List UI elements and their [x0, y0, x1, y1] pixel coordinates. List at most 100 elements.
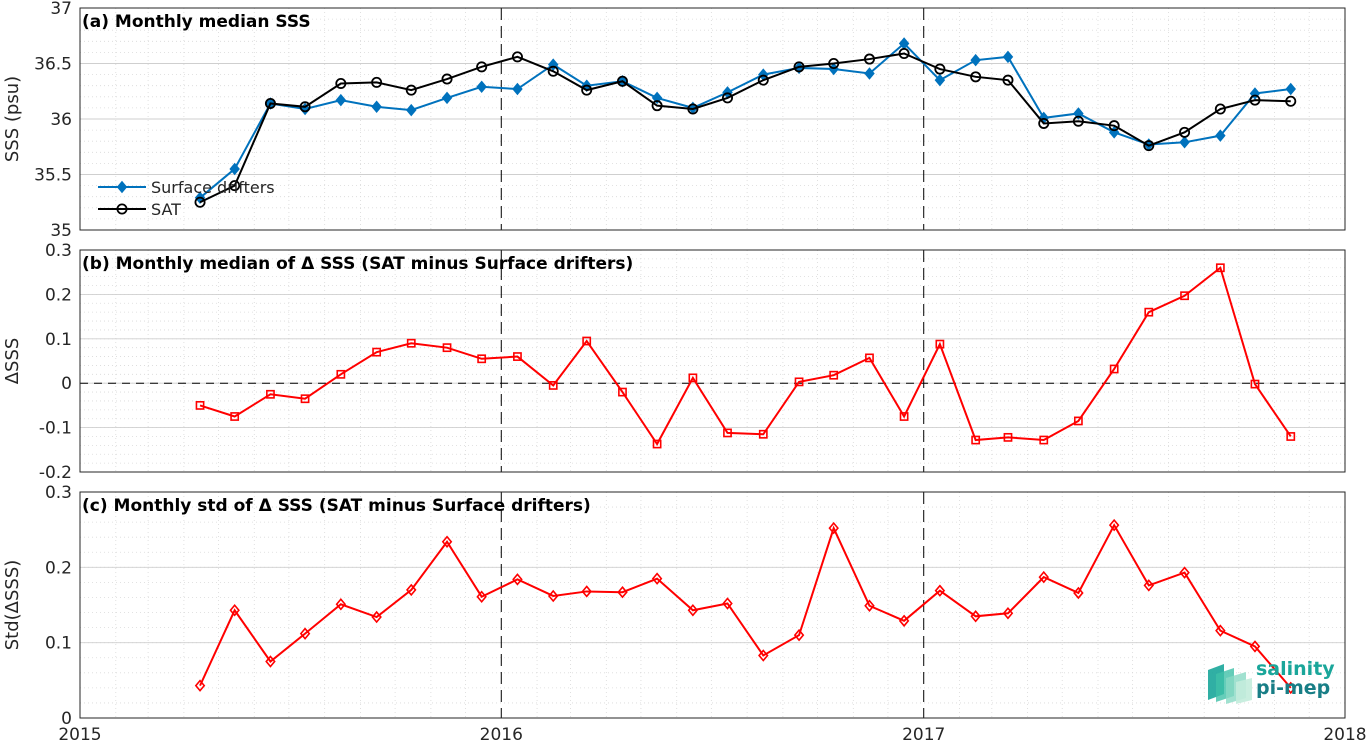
data-point: [1215, 263, 1225, 273]
x-tick-label: 2016: [480, 725, 523, 745]
panel-c: 0 0.1 0.2 0.3 2015 2016 2017 2018 Std(ΔSSS) (c) M…: [2, 483, 1367, 745]
data-point: [266, 389, 275, 399]
data-point: [1002, 50, 1014, 64]
data-point: [722, 92, 734, 104]
series-delta-sss: [194, 518, 1296, 695]
data-point: [1002, 607, 1014, 620]
data-point: [406, 103, 417, 117]
series-sat: [194, 48, 1297, 208]
series-line: [199, 266, 1292, 446]
data-point: [511, 51, 523, 63]
data-point: [722, 597, 733, 610]
data-point: [476, 61, 488, 73]
y-axis-label: Std(ΔSSS): [2, 560, 23, 651]
y-tick-label: 37: [50, 0, 72, 19]
data-point: [687, 103, 699, 115]
data-point: [898, 614, 910, 628]
panel-b: -0.2 -0.1 0 0.1 0.2 0.3 ΔSSS (b) Monthly median…: [2, 241, 1346, 483]
data-point: [1143, 579, 1155, 592]
series-delta-sss: [195, 263, 1296, 449]
data-point: [970, 71, 982, 83]
panel-title: (b) Monthly median of Δ SSS (SAT minus S…: [82, 254, 633, 274]
data-point: [616, 75, 628, 87]
data-point: [971, 435, 981, 445]
y-tick-label: 0: [61, 709, 72, 729]
y-axis-label: ΔSSS: [2, 338, 23, 385]
data-point: [1073, 107, 1084, 120]
data-point: [793, 628, 805, 642]
data-point: [1286, 432, 1296, 441]
data-point: [581, 84, 593, 96]
data-point: [1002, 74, 1014, 86]
data-point: [194, 196, 206, 208]
y-tick-label: 36: [50, 110, 72, 130]
data-point: [582, 336, 592, 346]
data-point: [547, 65, 559, 77]
data-point: [1039, 435, 1049, 445]
panel-title: (c) Monthly std of Δ SSS (SAT minus Surf…: [82, 496, 591, 516]
data-point: [442, 343, 452, 353]
data-point: [934, 73, 946, 87]
data-point: [1215, 624, 1226, 637]
data-point: [335, 77, 347, 89]
data-point: [688, 373, 698, 383]
data-point: [264, 97, 276, 109]
data-point: [512, 573, 523, 586]
data-point: [194, 679, 206, 692]
data-point: [229, 162, 240, 176]
y-tick-label: 0.2: [45, 558, 72, 578]
data-point: [934, 584, 946, 597]
data-point: [935, 339, 945, 349]
data-point: [865, 353, 874, 363]
data-point: [1285, 681, 1296, 695]
waves-logo-icon: [1208, 664, 1252, 704]
data-point: [1215, 129, 1226, 142]
data-point: [441, 535, 453, 548]
data-point: [1108, 120, 1120, 132]
data-point: [512, 82, 523, 96]
y-tick-label: 0.3: [45, 241, 72, 261]
data-point: [335, 598, 347, 611]
data-point: [265, 655, 276, 668]
panel-title: (a) Monthly median SSS: [82, 12, 311, 32]
data-point: [934, 63, 946, 75]
data-point: [299, 627, 311, 640]
y-tick-label: 0.1: [45, 634, 72, 654]
data-point: [299, 101, 311, 113]
data-point: [1038, 570, 1049, 584]
data-point: [229, 180, 241, 192]
data-point: [229, 604, 240, 617]
y-axis-label: SSS (psu): [2, 76, 23, 162]
y-tick-label: 0: [61, 374, 72, 394]
series-line: [199, 523, 1292, 689]
data-point: [441, 91, 453, 105]
data-point: [371, 610, 382, 624]
y-tick-label: -0.1: [39, 419, 72, 439]
data-point: [1285, 82, 1296, 96]
salinity-pimep-logo: salinity pi-mep: [1206, 656, 1336, 706]
data-point: [405, 84, 417, 96]
series-line: [199, 42, 1291, 199]
data-point: [1249, 94, 1261, 106]
data-point: [651, 100, 663, 112]
data-point: [548, 381, 558, 390]
data-point: [441, 73, 453, 85]
data-point: [1179, 566, 1190, 579]
data-point: [687, 604, 699, 617]
data-point: [230, 412, 240, 421]
data-point: [828, 62, 839, 76]
data-point: [1073, 586, 1084, 600]
data-point: [300, 394, 310, 404]
y-tick-label: 35: [50, 221, 72, 241]
logo-text-salinity: salinity: [1256, 658, 1335, 680]
legend-marker: [116, 203, 128, 215]
x-tick-label: 2017: [902, 725, 945, 745]
data-point: [1073, 416, 1083, 426]
data-point: [336, 369, 346, 379]
y-tick-label: 35.5: [34, 166, 72, 186]
data-point: [476, 590, 487, 603]
axes-box: [79, 491, 1346, 719]
data-point: [1108, 518, 1120, 532]
data-point: [618, 387, 627, 397]
